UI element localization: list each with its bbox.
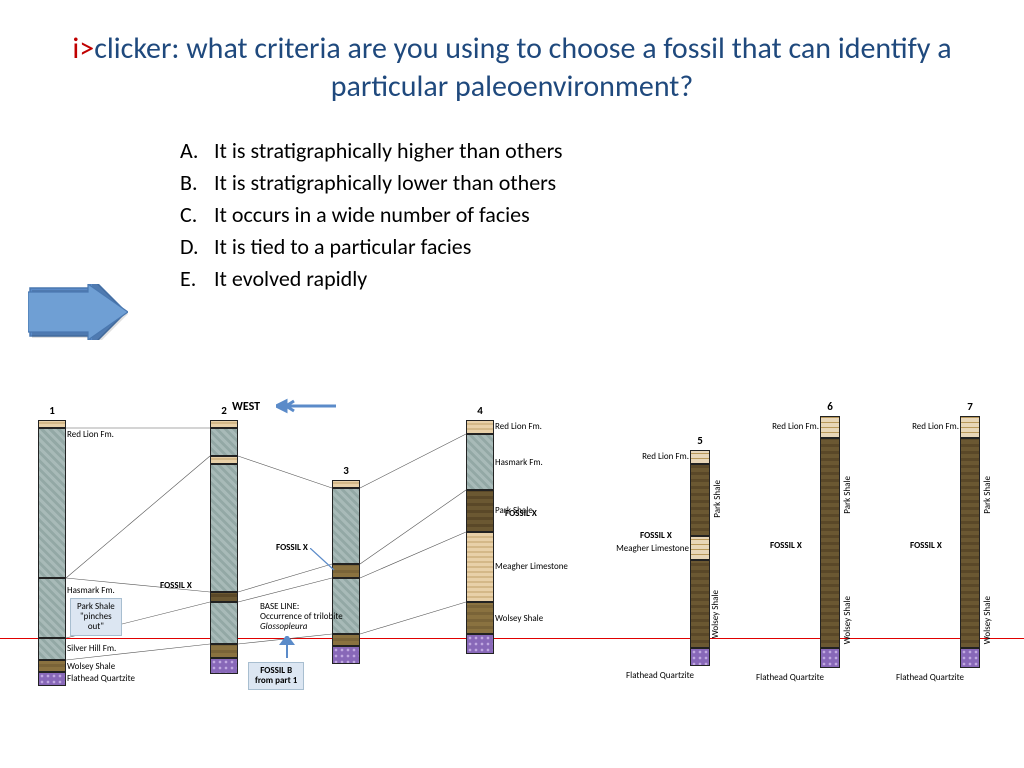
fossil-x-label-3: FOSSIL X xyxy=(276,542,308,553)
baseline-text: BASE LINE: Occurrence of trilobite Gloss… xyxy=(260,602,343,632)
west-arrow-icon xyxy=(276,398,336,419)
option-e: E.It evolved rapidly xyxy=(180,263,1024,295)
option-b: B.It is stratigraphically lower than oth… xyxy=(180,167,1024,199)
fossil-x-label-5: FOSSIL X xyxy=(640,530,672,541)
flathead-label-7: Flathead Quartzite xyxy=(896,672,964,683)
pointer-line xyxy=(310,548,340,578)
fossil-b-note: FOSSIL B from part 1 xyxy=(248,662,304,690)
slide-title: i>clicker: what criteria are you using t… xyxy=(0,0,1024,115)
answer-arrow-icon xyxy=(28,284,128,345)
flathead-label-6: Flathead Quartzite xyxy=(756,672,824,683)
flathead-label-5: Flathead Quartzite xyxy=(626,670,694,681)
baseline-arrow-icon xyxy=(278,636,296,663)
option-d: D.It is tied to a particular facies xyxy=(180,231,1024,263)
title-rest: what criteria are you using to choose a … xyxy=(179,30,951,105)
fossil-x-label-6: FOSSIL X xyxy=(770,540,802,551)
fossil-x-label-2: FOSSIL X xyxy=(160,580,192,591)
options-list: A.It is stratigraphically higher than ot… xyxy=(180,135,1024,294)
fossil-x-label-7: FOSSIL X xyxy=(910,540,942,551)
pinches-out-note: Park Shale "pinches out" xyxy=(70,598,122,636)
baseline-redline xyxy=(0,638,1024,639)
fossil-x-label-4: FOSSIL X xyxy=(505,508,537,519)
direction-label: WEST xyxy=(232,400,260,414)
brand-name: clicker: xyxy=(94,30,179,67)
option-a: A.It is stratigraphically higher than ot… xyxy=(180,135,1024,167)
stratigraphic-diagram: WEST 1 Red Lion Fm. Hasmark Fm. Silver H… xyxy=(0,400,1024,740)
brand-gt: > xyxy=(79,30,94,67)
option-c: C.It occurs in a wide number of facies xyxy=(180,199,1024,231)
